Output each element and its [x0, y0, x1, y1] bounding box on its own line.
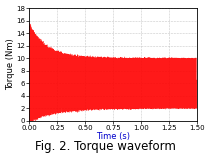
X-axis label: Time (s): Time (s) [96, 133, 130, 142]
Text: Fig. 2. Torque waveform: Fig. 2. Torque waveform [35, 140, 175, 153]
Y-axis label: Torque (Nm): Torque (Nm) [5, 39, 14, 90]
